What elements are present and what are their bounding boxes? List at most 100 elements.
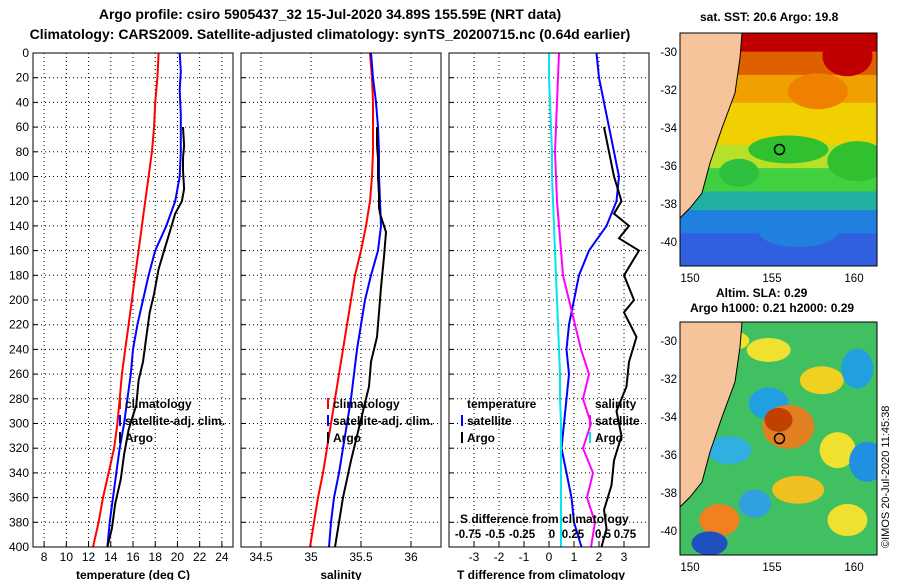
sla-field-patch bbox=[841, 348, 874, 389]
legend-label: satellite-adj. clim. bbox=[125, 414, 225, 428]
secondary-tick-label: -0.5 bbox=[485, 529, 505, 541]
y-tick-label: 60 bbox=[16, 120, 30, 134]
legend-label: satellite bbox=[467, 414, 512, 428]
legend-label: satellite-adj. clim. bbox=[333, 414, 433, 428]
map-lat-label: -34 bbox=[660, 412, 677, 424]
sla-field-patch bbox=[849, 441, 877, 482]
x-tick-label: 2 bbox=[596, 550, 603, 564]
argo-location-marker bbox=[773, 432, 786, 445]
y-tick-label: 240 bbox=[9, 342, 29, 356]
map-lat-label: -38 bbox=[660, 199, 677, 211]
secondary-tick-label: 0.5 bbox=[595, 529, 612, 541]
y-tick-label: 260 bbox=[9, 367, 29, 381]
map-lat-label: -30 bbox=[660, 336, 677, 348]
sst-field-patch bbox=[827, 141, 877, 182]
temperature-legend: climatology satellite-adj. clim. Argo bbox=[119, 397, 225, 445]
y-tick-label: 80 bbox=[16, 145, 30, 159]
legend-label: temperature bbox=[467, 397, 537, 411]
x-tick-label: 35 bbox=[304, 550, 318, 564]
x-tick-label: -1 bbox=[519, 550, 530, 564]
series-line-satellite-adj-clim- bbox=[106, 53, 182, 547]
sst-field-patch bbox=[822, 36, 873, 77]
sst-field-patch bbox=[719, 158, 760, 187]
sla-map: -30 -32 -34 -36 -38 -40 150 155 160 bbox=[660, 321, 878, 574]
y-tick-label: 180 bbox=[9, 268, 29, 282]
land-mass bbox=[680, 33, 743, 219]
legend-label: salinity bbox=[595, 397, 637, 411]
legend-label: Argo bbox=[333, 431, 361, 445]
y-tick-label: 220 bbox=[9, 318, 29, 332]
legend-label: Argo bbox=[595, 431, 623, 445]
x-tick-label: 36 bbox=[404, 550, 418, 564]
x-tick-label: 12 bbox=[82, 550, 96, 564]
map-lon-label: 155 bbox=[762, 273, 781, 285]
legend-label: satellite bbox=[595, 414, 640, 428]
sla-field-patch bbox=[819, 432, 856, 469]
y-tick-label: 340 bbox=[9, 466, 29, 480]
y-tick-label: 280 bbox=[9, 392, 29, 406]
y-tick-label: 20 bbox=[16, 71, 30, 85]
series-line-climatology bbox=[91, 53, 160, 547]
x-tick-label: 8 bbox=[41, 550, 48, 564]
page-title-line-2: Climatology: CARS2009. Satellite-adjuste… bbox=[29, 26, 631, 42]
x-tick-label: 24 bbox=[215, 550, 229, 564]
sla-map-title-line-1: Altim. SLA: 0.29 bbox=[716, 286, 808, 300]
series-line-climatology bbox=[308, 53, 374, 547]
series-line-argo bbox=[334, 127, 388, 547]
x-tick-label: 22 bbox=[193, 550, 207, 564]
sla-map-title-line-2: Argo h1000: 0.21 h2000: 0.29 bbox=[690, 301, 855, 315]
plot-frame bbox=[448, 52, 650, 548]
sla-field-patch bbox=[764, 407, 793, 432]
secondary-tick-label: 0 bbox=[549, 529, 555, 541]
map-lat-label: -40 bbox=[660, 237, 677, 249]
x-tick-label: 35.5 bbox=[349, 550, 373, 564]
sla-field-patch bbox=[772, 475, 825, 504]
sst-field-patch bbox=[758, 215, 839, 248]
legend-label: Argo bbox=[467, 431, 495, 445]
series-line-temperature-argo bbox=[600, 126, 641, 547]
x-axis-label: temperature (deg C) bbox=[76, 568, 190, 580]
series-line-temperature-satellite bbox=[560, 53, 621, 547]
series-line-satellite-adj-clim- bbox=[328, 53, 383, 547]
secondary-tick-label: -0.25 bbox=[509, 529, 536, 541]
secondary-axis-label: S difference from climatology bbox=[460, 512, 629, 526]
map-lon-label: 150 bbox=[680, 562, 699, 574]
map-frame bbox=[679, 32, 878, 267]
map-lat-label: -38 bbox=[660, 488, 677, 500]
x-tick-label: 34.5 bbox=[249, 550, 273, 564]
map-lat-label: -32 bbox=[660, 374, 677, 386]
temperature-profile: 8 10 12 14 16 18 20 22 2402040608010012014016018… bbox=[9, 46, 234, 580]
sla-field-patch bbox=[738, 489, 771, 518]
secondary-tick-label: 0.75 bbox=[614, 529, 637, 541]
y-tick-label: 200 bbox=[9, 293, 29, 307]
x-axis-label: salinity bbox=[320, 568, 362, 580]
x-tick-label: 16 bbox=[126, 550, 140, 564]
y-tick-label: 300 bbox=[9, 417, 29, 431]
sst-map: -30 -32 -34 -36 -38 -40 150 155 160 bbox=[660, 32, 878, 285]
map-lat-label: -36 bbox=[660, 161, 677, 173]
sst-map-title: sat. SST: 20.6 Argo: 19.8 bbox=[700, 10, 839, 24]
sst-field-patch bbox=[748, 135, 829, 164]
x-tick-label: 3 bbox=[621, 550, 628, 564]
x-tick-label: 14 bbox=[104, 550, 118, 564]
sla-field-patch bbox=[691, 531, 728, 555]
salinity-diff-legend: salinity satellite Argo bbox=[589, 397, 640, 445]
map-lat-label: -30 bbox=[660, 47, 677, 59]
sla-field-patch bbox=[799, 366, 844, 395]
x-tick-label: -3 bbox=[469, 550, 480, 564]
y-tick-label: 40 bbox=[16, 95, 30, 109]
map-lon-label: 160 bbox=[844, 273, 863, 285]
x-axis-label: T difference from climatology bbox=[457, 568, 625, 580]
temperature-diff-legend: temperature satellite Argo bbox=[461, 397, 537, 445]
series-line-salinity-argo bbox=[548, 53, 562, 547]
sla-field-patch bbox=[827, 504, 868, 537]
salinity-profile: 34.5 35 35.5 36 salinity bbox=[240, 52, 442, 580]
map-lat-label: -34 bbox=[660, 123, 677, 135]
map-lat-label: -32 bbox=[660, 85, 677, 97]
map-lat-label: -36 bbox=[660, 450, 677, 462]
plot-frame bbox=[240, 52, 442, 548]
legend-label: climatology bbox=[125, 397, 192, 411]
sla-field-patch bbox=[699, 504, 740, 537]
argo-location-marker bbox=[773, 143, 786, 156]
